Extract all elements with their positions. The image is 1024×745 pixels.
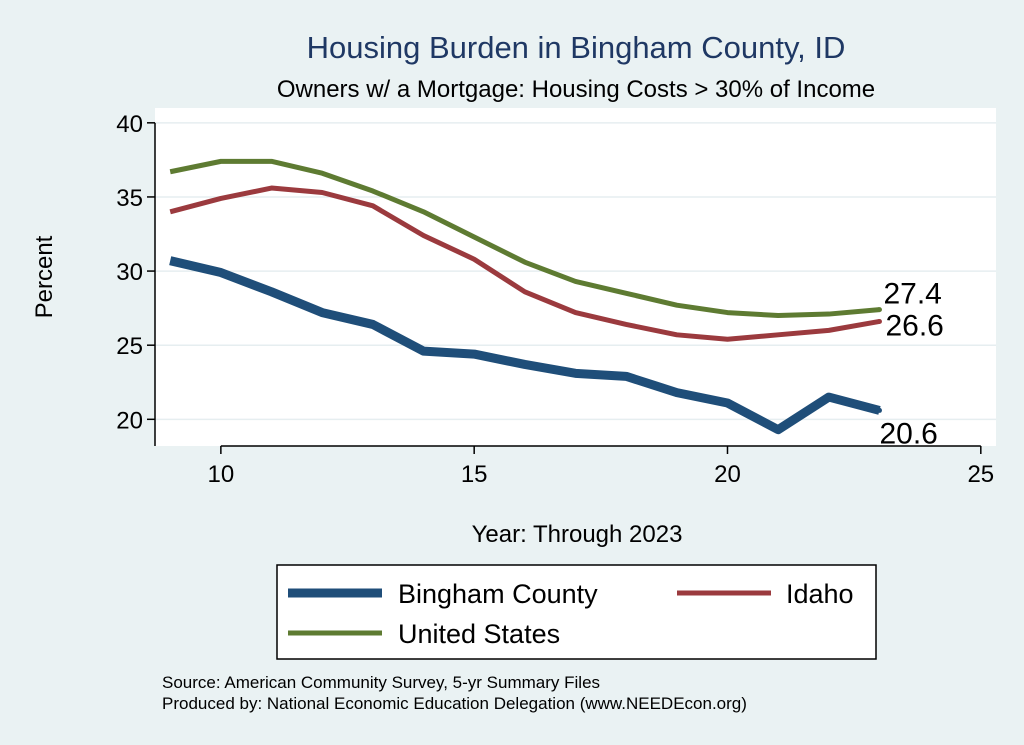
legend-label-bingham-county: Bingham County: [398, 579, 598, 609]
series-line-idaho: [169, 185, 880, 342]
end-point-united-states: [876, 307, 882, 313]
legend-box: [276, 564, 877, 660]
plot-area: [155, 108, 996, 446]
series-line-bingham-county: [169, 256, 881, 435]
end-label-united-states: 27.4: [883, 278, 941, 311]
y-axis-title: Percent: [31, 235, 58, 318]
end-label-idaho: 26.6: [885, 309, 943, 342]
end-point-idaho: [876, 318, 882, 324]
legend: Bingham County Idaho United States: [276, 564, 877, 660]
x-axis-title: Year: Through 2023: [472, 521, 683, 548]
source-note: Source: American Community Survey, 5-yr …: [162, 673, 600, 692]
series-line-united-states: [169, 158, 880, 319]
x-tick-label-25: 25: [967, 461, 994, 488]
produced-by-note: Produced by: National Economic Education…: [162, 694, 747, 713]
y-tick-label-40: 40: [116, 111, 143, 138]
chart-subtitle: Owners w/ a Mortgage: Housing Costs > 30…: [277, 76, 875, 103]
y-tick-label-25: 25: [116, 333, 143, 360]
x-tick-label-15: 15: [461, 461, 488, 488]
legend-label-idaho: Idaho: [786, 579, 854, 609]
end-label-bingham-county: 20.6: [879, 417, 937, 450]
legend-label-united-states: United States: [398, 619, 560, 649]
x-tick-label-10: 10: [208, 461, 235, 488]
y-tick-label-35: 35: [116, 185, 143, 212]
y-tick-label-30: 30: [116, 259, 143, 286]
y-tick-label-20: 20: [116, 407, 143, 434]
end-point-bingham-county: [876, 407, 882, 413]
x-tick-label-20: 20: [714, 461, 741, 488]
chart-title: Housing Burden in Bingham County, ID: [307, 30, 846, 65]
